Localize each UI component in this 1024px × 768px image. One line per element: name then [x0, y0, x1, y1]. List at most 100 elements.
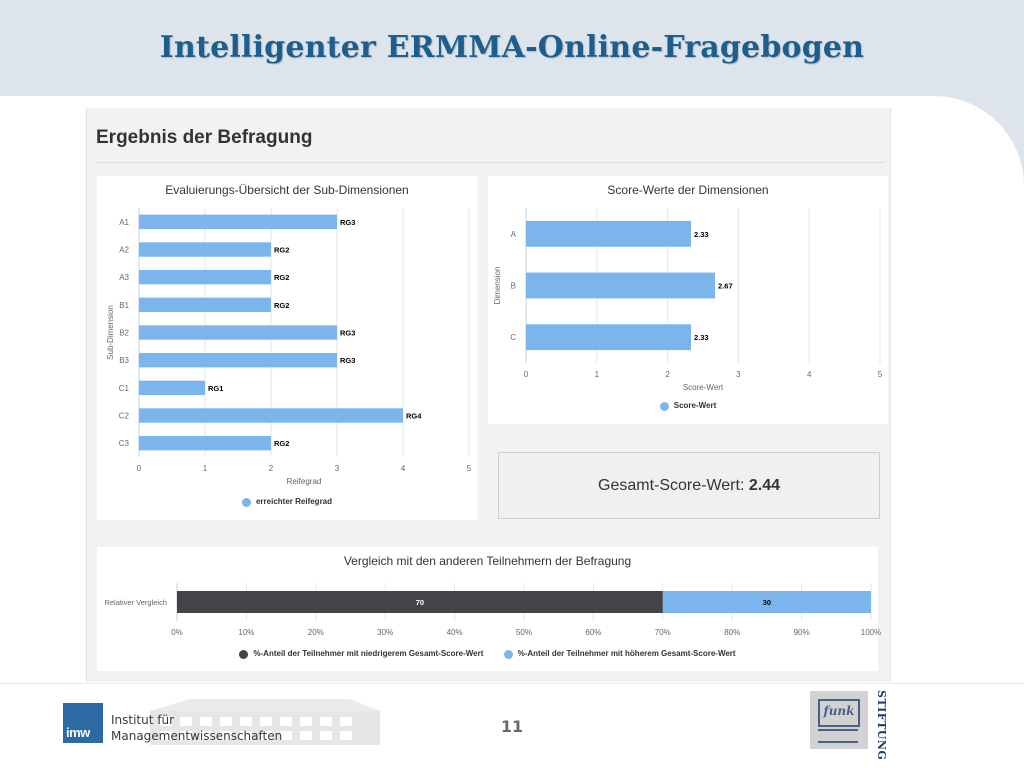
bar — [526, 324, 691, 351]
bar-value-label: RG3 — [340, 356, 355, 365]
legend-item[interactable]: %-Anteil der Teilnehmer mit höherem Gesa… — [503, 649, 736, 659]
total-score-text: Gesamt-Score-Wert: 2.44 — [499, 477, 879, 495]
y-category-label: B2 — [119, 329, 129, 338]
bar — [139, 325, 337, 340]
dimensions-chart: 0 1 2 3 4 5 A 2.33 B 2.67 C 2.33 Score-Wert Dimension — [493, 208, 883, 392]
institute-line-2: Managementwissenschaften — [111, 729, 283, 743]
chart-legend: erreichter Reifegrad — [97, 497, 477, 507]
chart-title: Evaluierungs-Übersicht der Sub-Dimension… — [165, 183, 409, 197]
slide-header — [0, 0, 1024, 96]
x-tick-label: 10% — [238, 628, 254, 637]
bar-value-label: RG2 — [274, 273, 289, 282]
bar-value-label: 2.33 — [694, 333, 709, 342]
x-tick-label: 50% — [516, 628, 532, 637]
x-tick-label: 3 — [335, 464, 340, 473]
bar — [139, 242, 271, 257]
legend-marker — [503, 649, 513, 659]
x-tick-label: 30% — [377, 628, 393, 637]
legend-label: %-Anteil der Teilnehmer mit höherem Gesa… — [517, 649, 736, 659]
y-category-label: A1 — [119, 218, 129, 227]
y-category-label: C2 — [119, 412, 130, 421]
y-axis-title: Dimension — [493, 267, 502, 305]
stiftung-wordmark: STIFTUNG — [874, 690, 888, 760]
legend-marker — [241, 497, 251, 507]
legend-label: erreichter Reifegrad — [255, 497, 333, 507]
bar — [139, 408, 403, 423]
bar-value-label: 2.33 — [694, 230, 709, 239]
sub-dimensions-chart-card: Evaluierungs-Übersicht der Sub-Dimension… — [97, 176, 477, 520]
dimensions-chart-card: Score-Werte der Dimensionen 0 1 2 3 4 5 A 2.33 B… — [488, 176, 888, 424]
legend-item[interactable]: %-Anteil der Teilnehmer mit niedrigerem … — [239, 649, 484, 659]
y-category-label: Relativer Vergleich — [104, 598, 167, 607]
x-tick-label: 1 — [595, 370, 600, 379]
total-score-value: 2.44 — [748, 477, 780, 494]
sub-dimensions-chart: 0 1 2 3 4 5 A1 RG3 A2 RG2 A3 RG2 B1 RG2 B2 RG3 B3 RG3 C1 RG… — [106, 208, 472, 486]
bar — [139, 297, 271, 313]
bar — [526, 272, 716, 299]
legend-label: Score-Wert — [673, 401, 717, 411]
chart-title: Score-Werte der Dimensionen — [607, 183, 769, 197]
panel-title: Ergebnis der Befragung — [96, 127, 313, 148]
x-tick-label: 0 — [524, 370, 529, 379]
bar-value-label: RG3 — [340, 218, 355, 227]
y-category-label: B — [511, 282, 516, 291]
x-tick-label: 20% — [308, 628, 324, 637]
institute-name: Institut für Managementwissenschaften — [111, 712, 282, 744]
funk-stiftung-logo: funk — [810, 691, 868, 749]
bar-value-label: RG3 — [340, 329, 355, 338]
bar — [139, 380, 205, 396]
imw-logo: imw — [63, 703, 103, 743]
x-tick-label: 60% — [585, 628, 601, 637]
bar — [139, 352, 337, 368]
total-score-box: Gesamt-Score-Wert: 2.44 — [498, 452, 880, 519]
chart-legend: Score-Wert — [488, 401, 888, 411]
x-tick-label: 0 — [137, 464, 142, 473]
x-tick-label: 5 — [878, 370, 883, 379]
legend-item[interactable]: Score-Wert — [659, 401, 717, 411]
bar — [139, 435, 271, 451]
y-category-label: B3 — [119, 356, 129, 365]
x-tick-label: 40% — [447, 628, 463, 637]
x-axis-title: Score-Wert — [683, 383, 724, 392]
comparison-chart: 0% 10% 20% 30% 40% 50% 60% 70% 80% 90% 100% Relativ… — [104, 583, 881, 637]
legend-marker — [659, 401, 669, 411]
bar-value-label: 30 — [763, 598, 771, 607]
x-tick-label: 1 — [203, 464, 208, 473]
building-image — [150, 699, 380, 745]
stacked-bar-segment — [662, 591, 871, 613]
chart-title: Vergleich mit den anderen Teilnehmern de… — [343, 554, 632, 568]
x-tick-label: 70% — [655, 628, 671, 637]
x-tick-label: 5 — [467, 464, 472, 473]
funk-logo-text: funk — [823, 704, 855, 718]
legend-item[interactable]: erreichter Reifegrad — [241, 497, 333, 507]
x-tick-label: 4 — [401, 464, 406, 473]
x-tick-label: 4 — [807, 370, 812, 379]
bar — [139, 214, 337, 230]
bar-value-label: RG2 — [274, 246, 289, 255]
y-category-label: C — [510, 333, 516, 342]
footer-divider — [0, 683, 1024, 684]
stiftung-text: STIFTUNG — [875, 690, 888, 761]
comparison-chart-card: Vergleich mit den anderen Teilnehmern de… — [97, 547, 881, 671]
x-tick-label: 100% — [861, 628, 881, 637]
page-number: 11 — [500, 717, 524, 736]
y-category-label: A2 — [119, 246, 129, 255]
chart-legend: %-Anteil der Teilnehmer mit niedrigerem … — [97, 649, 878, 659]
y-category-label: A — [511, 230, 517, 239]
funk-logo-lines — [818, 729, 858, 743]
legend-label: %-Anteil der Teilnehmer mit niedrigerem … — [253, 649, 484, 659]
x-tick-label: 2 — [269, 464, 274, 473]
y-category-label: A3 — [119, 273, 129, 282]
bar-value-label: 70 — [416, 598, 424, 607]
funk-logo-frame: funk — [818, 699, 860, 727]
header-curve-decoration — [934, 96, 1024, 186]
bar — [139, 269, 271, 285]
bar — [526, 220, 691, 247]
slide-title: Intelligenter ERMMA-Online-Fragebogen — [159, 30, 865, 65]
bar-value-label: 2.67 — [718, 282, 733, 291]
x-tick-label: 90% — [794, 628, 810, 637]
panel-divider — [96, 162, 885, 163]
y-category-label: C1 — [119, 384, 130, 393]
total-score-label: Gesamt-Score-Wert: — [598, 477, 745, 494]
x-tick-label: 3 — [736, 370, 741, 379]
